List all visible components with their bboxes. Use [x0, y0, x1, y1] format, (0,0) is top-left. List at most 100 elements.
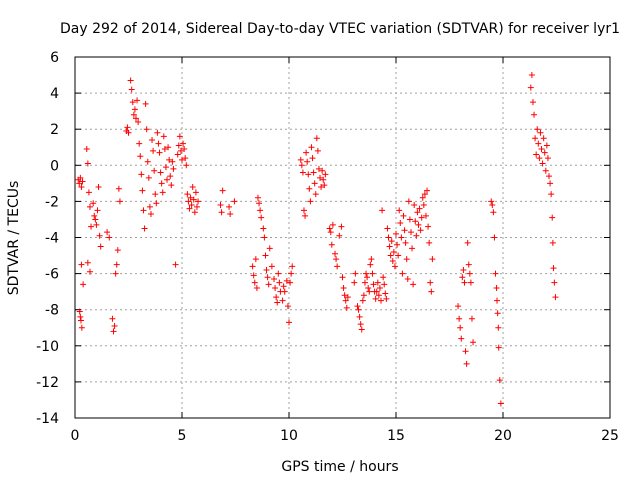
y-tick-label: -14 — [36, 411, 59, 427]
data-point — [160, 133, 167, 140]
data-point — [317, 174, 324, 181]
data-point — [352, 270, 359, 277]
data-point — [393, 230, 399, 237]
data-point — [274, 299, 281, 306]
data-point — [333, 256, 340, 263]
data-point — [109, 315, 116, 322]
data-point — [135, 118, 142, 125]
data-point — [77, 313, 84, 320]
data-point — [297, 156, 304, 163]
data-point — [328, 241, 335, 248]
data-point — [318, 183, 325, 190]
data-point — [78, 183, 85, 190]
data-point — [256, 200, 263, 207]
data-point — [306, 185, 313, 192]
data-point — [538, 146, 545, 153]
data-point — [427, 279, 434, 286]
data-point — [170, 165, 177, 172]
data-point — [386, 243, 393, 250]
data-point — [321, 182, 328, 189]
data-point — [354, 303, 361, 310]
data-point — [139, 187, 146, 194]
data-point — [158, 180, 165, 187]
data-point — [456, 315, 463, 322]
data-point — [527, 84, 534, 91]
data-point — [462, 348, 469, 355]
data-point — [389, 257, 396, 264]
data-point — [231, 198, 238, 205]
data-point — [425, 223, 432, 230]
data-point — [495, 324, 502, 331]
data-point — [250, 272, 257, 279]
data-point — [113, 261, 120, 268]
data-point — [549, 214, 556, 221]
data-point — [130, 111, 137, 118]
data-point — [186, 205, 193, 212]
data-point — [124, 124, 131, 131]
x-tick-labels: 0 5 10 15 20 25 — [71, 428, 619, 444]
data-point — [401, 227, 408, 234]
data-point — [329, 221, 336, 228]
data-point — [127, 77, 134, 84]
data-point — [314, 147, 321, 154]
data-point — [374, 279, 381, 286]
data-point — [407, 229, 414, 236]
data-point — [264, 274, 271, 281]
data-point — [356, 313, 363, 320]
data-point — [86, 203, 93, 210]
data-point — [128, 86, 135, 93]
y-tick-label: -2 — [45, 194, 59, 210]
data-point — [429, 256, 436, 263]
data-point — [381, 281, 388, 288]
data-point — [398, 234, 405, 241]
data-point — [146, 203, 153, 210]
data-point — [542, 167, 549, 174]
data-point — [86, 268, 93, 275]
data-point — [265, 281, 272, 288]
data-point — [157, 169, 164, 176]
data-point — [175, 142, 182, 149]
y-tick-label: -10 — [36, 339, 59, 355]
data-point — [261, 234, 268, 241]
y-tick-label: 6 — [50, 50, 59, 66]
data-point — [154, 129, 161, 136]
data-point — [172, 261, 179, 268]
data-point — [104, 229, 111, 236]
data-point — [315, 165, 322, 172]
data-point — [359, 297, 366, 304]
data-point — [76, 308, 83, 315]
data-point — [94, 207, 101, 214]
data-point — [396, 207, 403, 214]
data-point — [134, 97, 141, 104]
data-point — [303, 149, 310, 156]
data-point — [217, 202, 224, 209]
data-point — [488, 198, 495, 205]
data-point — [77, 174, 84, 181]
data-point — [380, 274, 387, 281]
data-point — [420, 202, 427, 209]
data-point — [391, 263, 398, 270]
data-point — [151, 167, 158, 174]
data-point — [310, 169, 317, 176]
data-point — [361, 279, 368, 286]
data-point — [458, 335, 465, 342]
data-point — [311, 180, 318, 187]
data-point — [283, 277, 290, 284]
data-point — [300, 207, 307, 214]
data-point — [461, 279, 468, 286]
data-point — [410, 281, 417, 288]
data-point — [537, 129, 544, 136]
data-point — [114, 247, 121, 254]
x-tick-label: 15 — [387, 428, 405, 444]
data-point — [161, 146, 168, 153]
data-point — [413, 232, 420, 239]
data-point — [548, 191, 555, 198]
data-point — [368, 256, 375, 263]
data-point — [357, 321, 364, 328]
data-point — [258, 214, 265, 221]
data-point — [336, 232, 343, 239]
data-point — [84, 259, 91, 266]
data-point — [192, 189, 199, 196]
data-point — [257, 207, 264, 214]
data-point — [470, 339, 477, 346]
